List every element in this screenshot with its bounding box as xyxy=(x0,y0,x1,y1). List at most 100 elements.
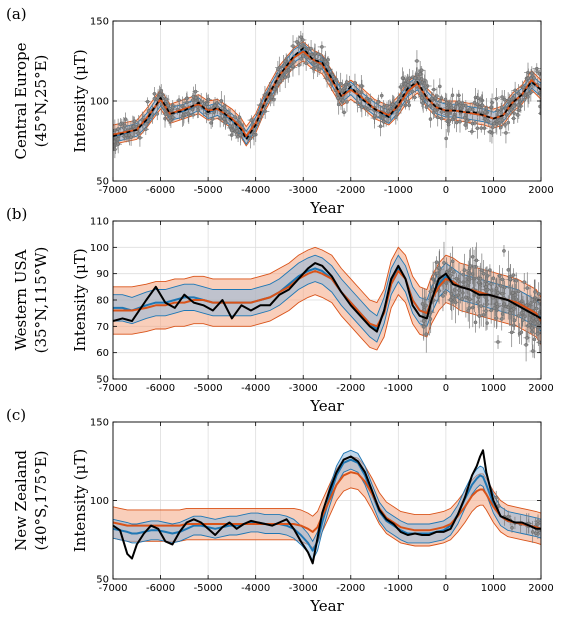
data-point xyxy=(380,116,387,127)
data-point xyxy=(424,289,428,322)
x-tick-label: -5000 xyxy=(194,583,223,594)
data-point xyxy=(455,92,463,112)
y-tick-label: 70 xyxy=(96,322,109,333)
x-tick-label: -6000 xyxy=(146,583,175,594)
y-tick-label: 90 xyxy=(96,269,109,280)
data-point xyxy=(444,129,448,148)
data-point xyxy=(335,94,341,102)
x-tick-label: -5000 xyxy=(194,185,223,196)
data-point xyxy=(424,80,429,94)
data-point xyxy=(167,115,172,126)
x-tick-label: -3000 xyxy=(289,583,318,594)
data-point xyxy=(521,313,525,327)
data-point xyxy=(497,90,507,105)
data-point xyxy=(534,327,541,341)
data-point xyxy=(473,119,477,127)
data-point xyxy=(339,97,346,104)
data-point xyxy=(434,108,442,127)
data-point xyxy=(486,121,494,143)
observations xyxy=(420,241,541,362)
data-point xyxy=(506,114,511,131)
data-point xyxy=(412,93,418,102)
x-tick-label: -5000 xyxy=(194,383,223,394)
data-point xyxy=(450,246,455,277)
data-point xyxy=(379,92,384,100)
data-point xyxy=(484,98,489,119)
data-point xyxy=(424,103,429,112)
y-tick-label: 60 xyxy=(96,348,109,359)
data-point xyxy=(276,60,280,78)
data-point xyxy=(127,128,135,146)
row-label-region: New Zealand xyxy=(12,450,30,551)
data-point xyxy=(498,307,505,331)
data-point xyxy=(481,302,486,328)
black-series-line xyxy=(113,262,541,333)
data-point xyxy=(434,87,440,105)
data-point xyxy=(473,312,478,333)
y-tick-label: 100 xyxy=(90,243,109,254)
x-tick-label: 0 xyxy=(443,383,449,394)
x-tick-label: -4000 xyxy=(241,383,270,394)
data-point xyxy=(528,316,533,329)
data-point xyxy=(219,91,224,111)
data-point xyxy=(114,138,122,150)
data-point xyxy=(489,93,495,112)
plot-area xyxy=(113,241,541,362)
data-point xyxy=(377,116,384,137)
data-point xyxy=(509,284,516,302)
data-point xyxy=(510,522,514,533)
data-point xyxy=(449,100,454,115)
data-point xyxy=(511,112,517,125)
x-tick-label: 2000 xyxy=(528,185,553,196)
data-point xyxy=(492,87,501,110)
data-point xyxy=(190,111,196,119)
data-point xyxy=(493,301,502,313)
data-point xyxy=(534,514,541,529)
data-point xyxy=(526,307,532,343)
data-point xyxy=(523,272,532,304)
data-point xyxy=(309,40,313,58)
data-point xyxy=(507,103,516,116)
x-tick-label: -1000 xyxy=(384,583,413,594)
row-label-coords: (45°N,25°E) xyxy=(32,55,50,148)
data-point xyxy=(303,55,310,71)
data-point xyxy=(536,282,541,306)
data-point xyxy=(152,95,157,103)
data-point xyxy=(428,311,433,327)
x-tick-label: 1000 xyxy=(481,383,506,394)
data-point xyxy=(400,67,405,89)
data-point xyxy=(451,260,456,284)
data-point xyxy=(535,67,539,76)
data-point xyxy=(491,287,495,308)
data-point xyxy=(184,92,189,105)
black-series-line xyxy=(113,47,541,141)
y-tick-label: 110 xyxy=(90,217,109,228)
data-point xyxy=(205,94,212,105)
data-point xyxy=(452,281,459,324)
black-series-line xyxy=(113,449,541,565)
data-point xyxy=(454,113,459,133)
data-point xyxy=(442,241,446,284)
data-point xyxy=(537,69,541,79)
x-tick-label: -6000 xyxy=(146,185,175,196)
data-point xyxy=(229,124,234,137)
x-axis-label: Year xyxy=(309,597,344,615)
data-point xyxy=(494,307,499,329)
panel-tag: (c) xyxy=(6,406,26,424)
data-point xyxy=(420,288,425,320)
data-point xyxy=(428,102,433,110)
row-label-coords: (35°N,115°W) xyxy=(32,247,50,354)
data-point xyxy=(446,113,451,136)
data-point xyxy=(468,248,473,284)
data-point xyxy=(474,117,480,139)
data-point xyxy=(498,119,503,136)
x-tick-label: -7000 xyxy=(98,185,127,196)
data-point xyxy=(438,78,442,95)
data-point xyxy=(379,100,388,115)
data-point xyxy=(471,98,478,108)
data-point xyxy=(538,98,541,115)
data-point xyxy=(458,110,462,133)
y-axis-label: Intensity (μT) xyxy=(71,449,89,552)
data-point xyxy=(228,122,232,130)
